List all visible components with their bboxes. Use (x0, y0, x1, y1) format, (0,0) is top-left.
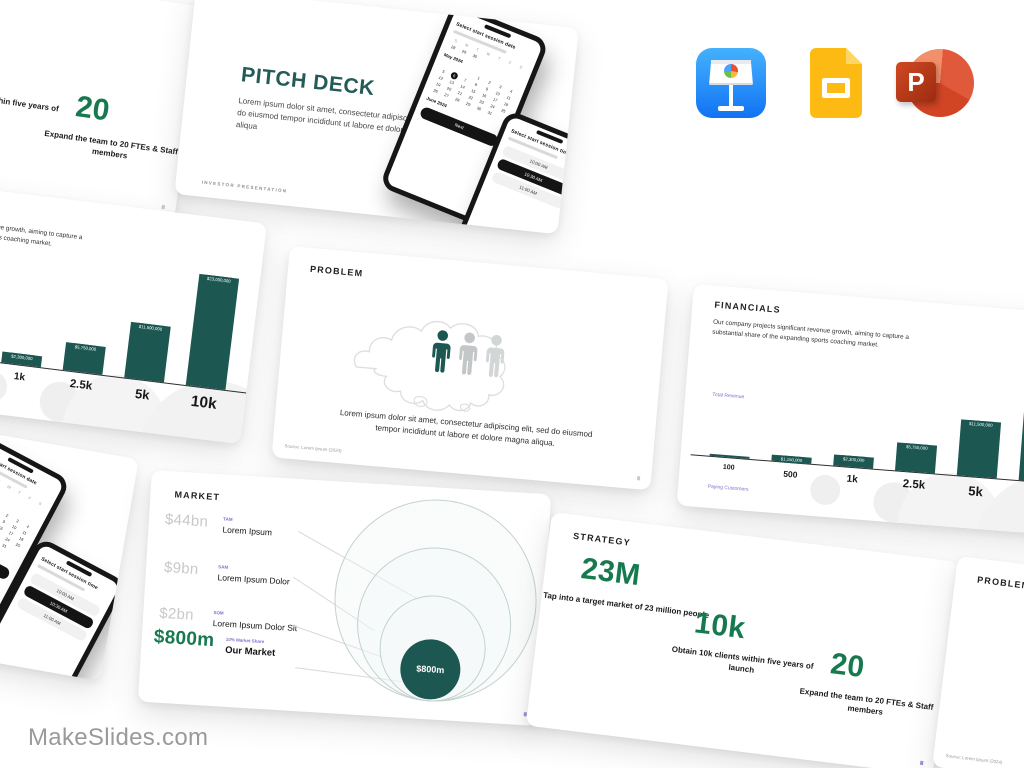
bar-column: $5,750,000 2.5k (888, 358, 949, 499)
financials-chart: Total Revenue Paying Customers 100$1,150… (0, 175, 268, 445)
bar-value-label: $5,750,000 (72, 343, 99, 354)
revenue-bar (709, 453, 750, 459)
revenue-bar: $11,500,000 (124, 321, 171, 383)
market-label: Lorem Ipsum (222, 524, 273, 538)
x-tick-label: 1k (13, 371, 26, 384)
keynote-pie-chart (724, 64, 738, 78)
page-number-mark (636, 476, 641, 481)
slide-problem[interactable]: PROBLEM Lorem ipsum dolor sit amet, cons… (271, 246, 669, 491)
stat-value: 23M (579, 552, 643, 593)
keynote-icon[interactable] (696, 48, 766, 118)
powerpoint-letter-badge: P (896, 62, 936, 102)
fold-flap (846, 48, 862, 64)
slide-financials[interactable]: FINANCIALS Our company projects signific… (676, 284, 1024, 537)
map-outline (353, 321, 506, 412)
market-amount: $2bn (158, 604, 195, 624)
page-number-mark (919, 760, 924, 766)
bar-column: $11,500,000 5k (950, 363, 1011, 504)
source-note: Source: Lorem Ipsum (2024) (945, 752, 1003, 765)
keynote-base (718, 106, 744, 111)
bar-column: $1,150,000 500 (764, 349, 825, 490)
slide-title: PROBLEM (976, 574, 1024, 591)
bar-column: $2,300,000 1k (0, 251, 59, 393)
bar-value-label: $1,150,000 (778, 455, 805, 465)
stat-caption: Expand the team to 20 FTEs & Staff membe… (799, 686, 934, 717)
market-tag: SAM (218, 564, 229, 570)
bar-value-label: $5,750,000 (903, 442, 930, 452)
bar-value-label: $11,500,000 (136, 322, 165, 333)
stat-value: 20 (828, 647, 867, 685)
stat-value: 20 (73, 90, 112, 128)
stat-caption: Expand the team to 20 FTEs & Staff membe… (43, 128, 179, 161)
bar-chart: 100 $1,150,000 500 $2,300,000 1k $5,750,000 2.… (703, 344, 1024, 509)
market-amount: $800m (153, 626, 216, 652)
market-tag: 10% Market Share (225, 636, 265, 645)
x-tick-label: 10k (189, 392, 218, 413)
market-label: Lorem Ipsum Dolor Sit (212, 618, 298, 634)
market-amount: $9bn (163, 558, 200, 579)
x-tick-label: 5k (134, 385, 151, 403)
slide-title: PROBLEM (309, 263, 364, 279)
stat-value: 10k (692, 606, 748, 646)
brand-logo: MakeSlides.com (28, 724, 209, 751)
keynote-board-strip (711, 60, 751, 64)
market-label: Our Market (224, 644, 276, 659)
revenue-bar: $23,000,000 (1018, 368, 1024, 484)
revenue-bar: $1,150,000 (771, 455, 812, 465)
source-note: Source: Lorem Ipsum (2024) (284, 443, 342, 454)
x-tick-label: 1k (846, 473, 859, 486)
slide-cover[interactable]: PITCH DECK Lorem ipsum dolor sit amet, c… (174, 0, 579, 235)
revenue-bar: $2,300,000 (1, 351, 43, 368)
market-amount: $44bn (164, 510, 209, 531)
slide-financials-partial[interactable]: FINANCIALS Our company projects signific… (0, 175, 268, 445)
slide-title: STRATEGY (572, 530, 632, 548)
financials-chart: Total Revenue Paying Customers 100$1,150… (677, 284, 1024, 537)
bar-column: $2,300,000 1k (826, 353, 887, 494)
bar-column: $11,500,000 5k (116, 266, 182, 408)
x-tick-label: 500 (782, 468, 798, 480)
x-tick-label: 5k (967, 483, 984, 500)
powerpoint-icon[interactable]: P (896, 47, 974, 119)
revenue-bar: $2,300,000 (833, 454, 874, 469)
revenue-bar: $5,750,000 (62, 342, 106, 375)
stat-caption: Obtain 10k clients within five years of … (0, 85, 60, 114)
google-slides-icon[interactable] (810, 48, 862, 118)
time-options-list[interactable]: 10:00 AM 10:30 AM 11:00 AM (16, 569, 103, 642)
bar-value-label: $2,300,000 (8, 352, 36, 363)
bar-value-label: $11,500,000 (966, 419, 995, 430)
market-tag: SOM (213, 610, 224, 616)
x-axis-label: Paying Customers (707, 483, 749, 493)
revenue-bar: $5,750,000 (894, 442, 938, 474)
bar-value-label: $23,000,000 (204, 274, 234, 285)
stat-caption: Tap into a target market of 23 million p… (542, 590, 710, 620)
cover-footer: INVESTOR PRESENTATION (201, 179, 288, 194)
page-number-mark (161, 204, 166, 210)
bar-column: $5,750,000 2.5k (55, 258, 121, 400)
slide-cover-partial[interactable]: Select start session date SMTWTFS282930 … (0, 390, 139, 682)
person-icon (459, 332, 478, 375)
slide-frame-glyph (822, 78, 850, 98)
slide-strategy-partial[interactable]: STRATEGY 23M Tap into a target market of… (0, 0, 205, 220)
cover-title: PITCH DECK (239, 63, 376, 101)
market-tag: TAM (222, 516, 233, 523)
bar-value-label: $2,300,000 (840, 454, 867, 464)
x-tick-label: 2.5k (902, 478, 926, 492)
bar-chart: 100$1,150,000500$2,300,0001k$5,750,0002.… (0, 235, 244, 415)
revenue-bar: $23,000,000 (185, 273, 240, 390)
revenue-bar: $11,500,000 (956, 419, 1002, 479)
slide-title: MARKET (174, 489, 221, 503)
person-icon (485, 335, 505, 378)
keynote-pole (729, 85, 733, 107)
x-tick-label: 100 (722, 463, 735, 472)
x-tick-label: 2.5k (69, 377, 93, 393)
person-icons-group (429, 329, 507, 381)
bar-column: 100 (703, 344, 764, 485)
person-icon (432, 330, 451, 373)
market-label: Lorem Ipsum Dolor (217, 572, 291, 587)
stat-caption: Obtain 10k clients within five years of … (671, 644, 815, 675)
slide-market[interactable]: MARKET $44bn TAM Lorem Ipsum $9bn SAM Lo… (137, 470, 552, 726)
slide-strategy[interactable]: STRATEGY 23M Tap into a target market of… (525, 512, 959, 768)
